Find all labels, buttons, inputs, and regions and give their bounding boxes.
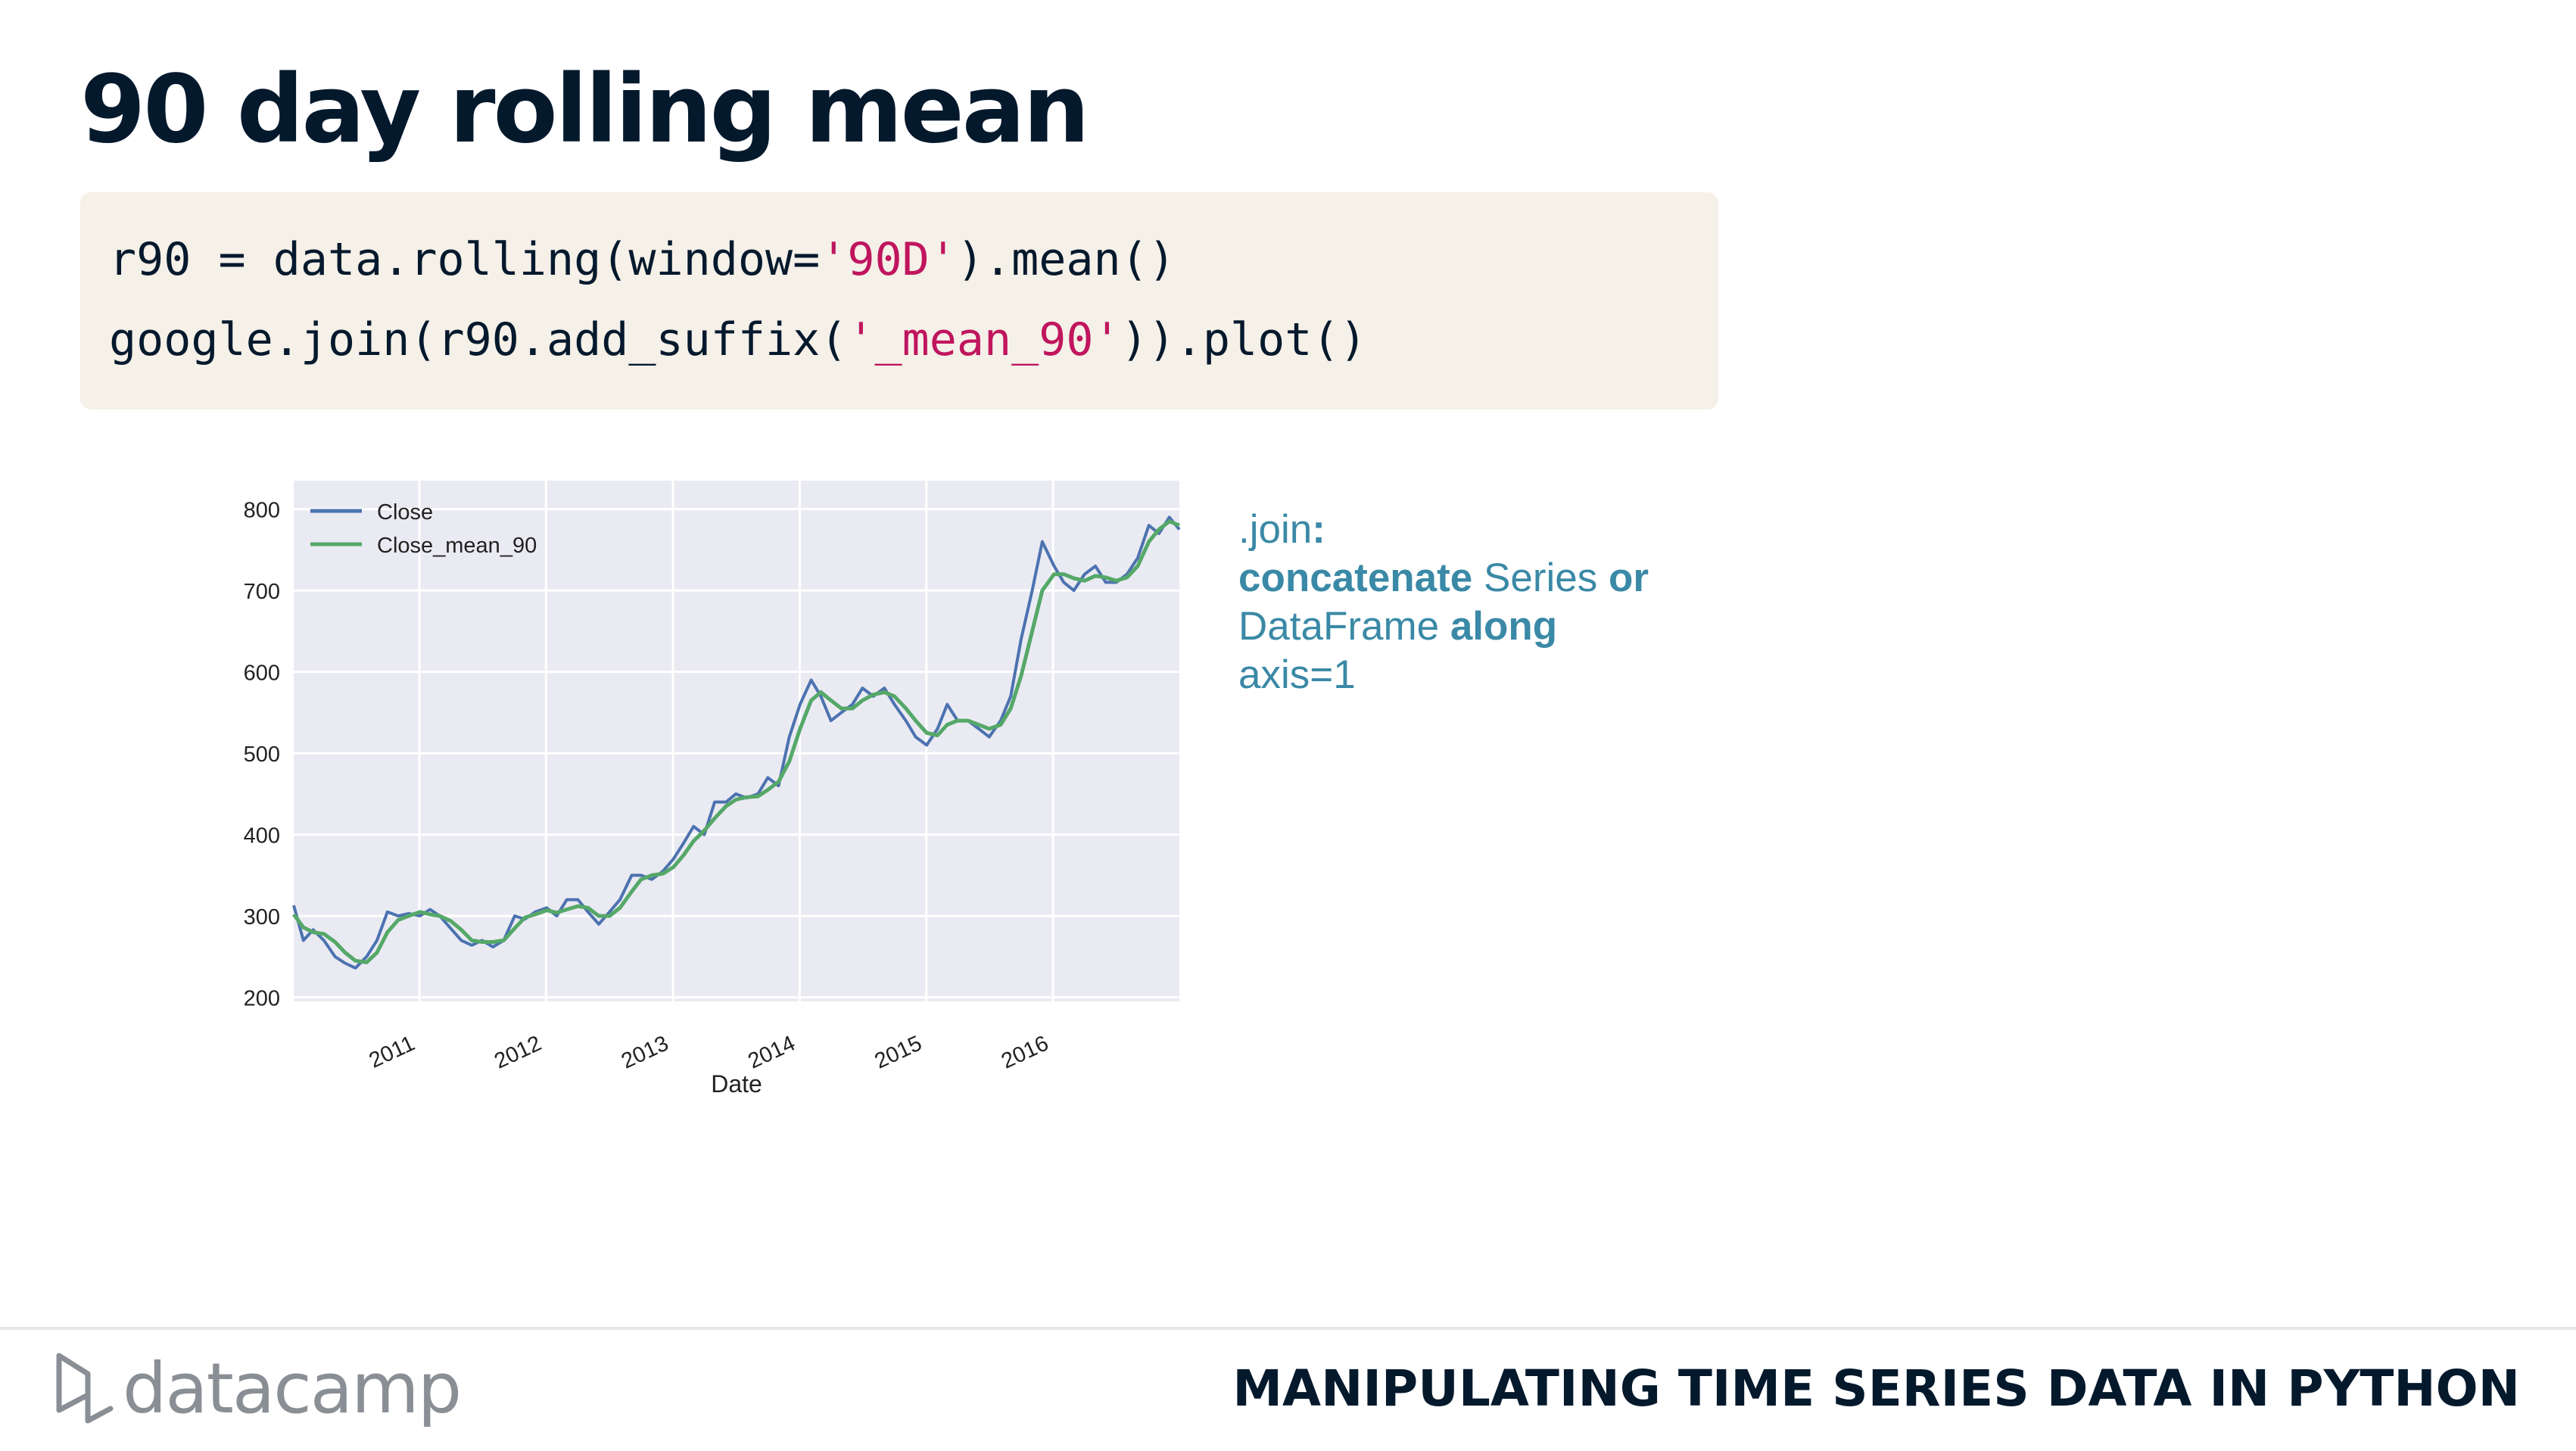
code-text: google.join(r90.add_suffix( [109, 313, 848, 366]
note-method: .join [1238, 507, 1313, 552]
y-tick-label: 500 [244, 743, 280, 767]
slide-title: 90 day rolling mean [80, 55, 1090, 164]
code-line-2: google.join(r90.add_suffix('_mean_90')).… [109, 300, 1718, 380]
y-tick-label: 200 [244, 987, 280, 1011]
code-string: '90D' [820, 233, 957, 286]
note-along: along [1450, 604, 1558, 649]
brand-name: datacamp [123, 1348, 462, 1429]
x-tick-label: 2015 [871, 1031, 926, 1073]
legend-label: Close [377, 500, 433, 525]
x-tick-label: 2012 [491, 1031, 545, 1073]
plot-background [294, 481, 1179, 1001]
code-line-1: r90 = data.rolling(window='90D').mean() [109, 220, 1718, 300]
footer-divider [0, 1327, 2576, 1330]
code-text: r90 = data.rolling(window= [109, 233, 821, 286]
y-tick-label: 400 [244, 824, 280, 848]
note-colon: : [1312, 507, 1325, 552]
x-tick-label: 2013 [618, 1031, 672, 1073]
note-series: Series [1472, 556, 1609, 600]
x-tick-label: 2014 [744, 1031, 799, 1073]
note-or: or [1608, 556, 1649, 600]
rolling-mean-chart: 200 300 400 500 600 700 800 2011 2012 2013 2014 201… [244, 481, 1181, 1098]
x-tick-label: 2011 [366, 1031, 419, 1073]
code-string: '_mean_90' [847, 313, 1121, 366]
code-block: r90 = data.rolling(window='90D').mean() … [80, 192, 1718, 409]
legend-label: Close_mean_90 [377, 534, 537, 558]
note-dataframe: DataFrame [1238, 604, 1450, 649]
x-tick-label: 2016 [998, 1031, 1052, 1073]
code-text: ).mean() [956, 233, 1176, 286]
mean-90-line [291, 519, 1180, 964]
datacamp-logo-icon [56, 1353, 114, 1424]
code-text: )).plot() [1120, 313, 1367, 366]
y-tick-label: 700 [244, 580, 280, 604]
note-axis: axis=1 [1238, 652, 1356, 697]
y-tick-label: 300 [244, 905, 280, 929]
join-note: .join: concatenate Series or DataFrame a… [1238, 506, 1753, 699]
y-tick-label: 600 [244, 662, 280, 686]
x-axis-label: Date [711, 1070, 762, 1098]
note-concatenate: concatenate [1238, 556, 1473, 600]
course-title: MANIPULATING TIME SERIES DATA IN PYTHON [1232, 1359, 2520, 1418]
y-tick-label: 800 [244, 499, 280, 523]
